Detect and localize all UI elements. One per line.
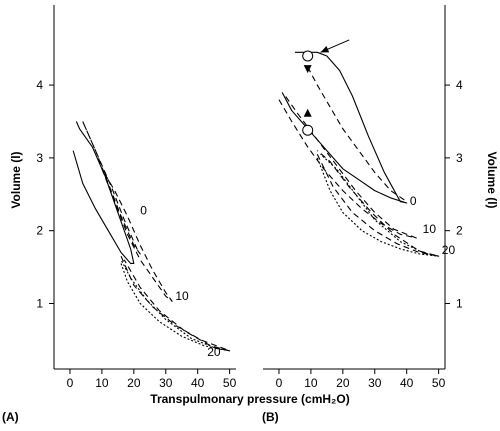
panel-label-a: (A) bbox=[2, 410, 19, 424]
series-line-b-0-solid bbox=[281, 51, 408, 204]
y-axis-label-b: Volume (l) bbox=[485, 151, 499, 208]
y-tick-label-a-3: 3 bbox=[36, 151, 43, 165]
series-line-b-20-dotted bbox=[316, 153, 440, 257]
x-tick-label-a-0: 0 bbox=[67, 376, 74, 390]
x-tick-label-b-30: 30 bbox=[368, 376, 382, 390]
y-tick-label-b-4: 4 bbox=[456, 78, 463, 92]
x-tick-label-a-40: 40 bbox=[191, 376, 205, 390]
x-tick-label-a-50: 50 bbox=[223, 376, 237, 390]
series-label-b-10: 10 bbox=[423, 222, 437, 236]
x-tick-label-a-20: 20 bbox=[127, 376, 141, 390]
open-circle-marker-0 bbox=[302, 124, 314, 136]
x-tick-label-b-40: 40 bbox=[400, 376, 414, 390]
series-line-a-10-dashed bbox=[101, 168, 173, 302]
x-tick-label-b-20: 20 bbox=[336, 376, 350, 390]
y-tick-label-a-2: 2 bbox=[36, 224, 43, 238]
series-line-a-20-dotted bbox=[120, 259, 231, 352]
y-tick-label-b-2: 2 bbox=[456, 224, 463, 238]
y-axis-label-a: Volume (l) bbox=[9, 151, 23, 208]
series-label-b-20: 20 bbox=[442, 243, 456, 257]
x-tick-label-a-10: 10 bbox=[95, 376, 109, 390]
series-line-b-0-dashed bbox=[307, 66, 407, 203]
y-tick-label-b-1: 1 bbox=[456, 296, 463, 310]
series-label-a-10: 10 bbox=[175, 289, 189, 303]
open-circle-marker-1 bbox=[302, 50, 314, 62]
series-line-a-0-dashed bbox=[82, 121, 141, 255]
arrow-head-0 bbox=[320, 45, 330, 53]
series-line-a-20-dashed bbox=[120, 255, 231, 352]
y-tick-label-a-1: 1 bbox=[36, 296, 43, 310]
series-label-b-0: 0 bbox=[410, 194, 417, 208]
panel-label-b: (B) bbox=[262, 410, 279, 424]
x-tick-label-b-0: 0 bbox=[276, 376, 283, 390]
series-label-a-20: 20 bbox=[207, 345, 221, 359]
x-axis-label: Transpulmonary pressure (cmH₂O) bbox=[150, 392, 349, 406]
x-tick-label-b-50: 50 bbox=[432, 376, 446, 390]
triangle-up-marker bbox=[303, 108, 312, 117]
series-line-b-10-dashed bbox=[278, 95, 417, 239]
x-tick-label-a-30: 30 bbox=[159, 376, 173, 390]
series-line-b-20-dashed bbox=[316, 150, 440, 257]
y-tick-label-a-4: 4 bbox=[36, 78, 43, 92]
series-line-a-0-solid bbox=[72, 121, 135, 264]
triangle-down-marker bbox=[303, 65, 312, 74]
y-tick-label-b-3: 3 bbox=[456, 151, 463, 165]
x-tick-label-b-10: 10 bbox=[304, 376, 318, 390]
series-label-a-0: 0 bbox=[140, 204, 147, 218]
